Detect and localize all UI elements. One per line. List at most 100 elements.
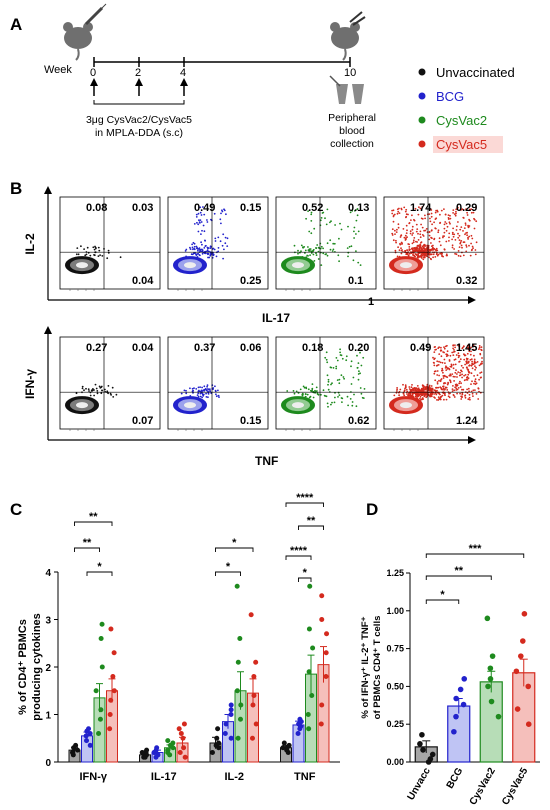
data-point: [280, 745, 286, 751]
event-dot: [195, 216, 198, 218]
event-dot: [448, 396, 451, 399]
event-dot: [455, 253, 458, 256]
x-tick-label: IL-2: [224, 771, 244, 783]
event-dot: [347, 225, 349, 228]
legend-marker: [418, 116, 426, 124]
event-dot: [405, 208, 408, 211]
event-dot: [413, 387, 416, 390]
data-point: [176, 726, 182, 732]
event-dot: [92, 246, 95, 249]
event-dot: [428, 234, 431, 237]
event-dot: [472, 395, 474, 397]
event-dot: [203, 213, 206, 216]
event-dot: [311, 387, 314, 390]
event-dot: [195, 388, 198, 390]
event-dot: [442, 385, 445, 388]
event-dot: [459, 392, 461, 395]
significance-bracket: [298, 525, 324, 530]
event-dot: [222, 257, 225, 260]
event-dot: [444, 394, 446, 397]
event-dot: [462, 241, 465, 244]
event-dot: [454, 214, 457, 217]
event-dot: [100, 386, 103, 389]
event-dot: [457, 250, 460, 252]
event-dot: [420, 394, 423, 396]
event-dot: [212, 254, 215, 257]
event-dot: [470, 358, 473, 361]
data-point: [111, 650, 117, 656]
event-dot: [405, 224, 408, 227]
event-dot: [332, 248, 335, 251]
event-dot: [433, 238, 435, 241]
event-dot: [404, 385, 407, 388]
event-dot: [461, 208, 464, 211]
event-dot: [394, 229, 396, 232]
significance-label: **: [89, 511, 98, 523]
event-dot: [436, 252, 438, 255]
event-dot: [224, 236, 227, 239]
event-dot: [436, 254, 439, 257]
event-dot: [410, 219, 412, 222]
event-dot: [421, 206, 424, 208]
event-dot: [474, 378, 477, 381]
event-dot: [452, 363, 455, 366]
data-point: [70, 750, 76, 755]
y-tick-label: 0.00: [386, 757, 404, 767]
event-dot: [99, 254, 101, 256]
event-dot: [468, 396, 471, 399]
data-point: [521, 611, 528, 617]
event-dot: [309, 250, 311, 252]
event-dot: [196, 394, 199, 396]
event-dot: [457, 352, 460, 355]
data-point: [286, 742, 292, 748]
event-dot: [459, 228, 462, 231]
event-dot: [327, 388, 330, 391]
y-tick-label: 4: [45, 568, 51, 579]
event-dot: [449, 214, 451, 217]
event-dot: [345, 359, 348, 362]
event-dot: [337, 396, 339, 398]
plot-frame: [167, 336, 269, 430]
stray-label: 1: [368, 296, 374, 308]
event-dot: [474, 206, 477, 209]
event-dot: [452, 347, 454, 350]
event-dot: [410, 389, 412, 392]
event-dot: [460, 398, 463, 400]
event-dot: [395, 241, 397, 244]
event-dot: [447, 354, 449, 357]
event-dot: [303, 246, 306, 248]
significance-bracket: [74, 547, 100, 552]
significance-bracket: [86, 571, 113, 576]
event-dot: [443, 231, 446, 234]
event-dot: [420, 223, 422, 226]
event-dot: [315, 247, 317, 249]
event-dot: [203, 385, 206, 388]
data-point: [419, 731, 425, 738]
data-point: [73, 742, 79, 748]
event-dot: [433, 358, 436, 361]
event-dot: [453, 248, 455, 250]
event-dot: [334, 396, 336, 399]
event-dot: [355, 219, 358, 222]
event-dot: [435, 364, 438, 367]
event-dot: [459, 380, 461, 383]
event-dot: [442, 255, 444, 258]
data-point: [151, 750, 157, 755]
event-dot: [326, 374, 329, 377]
event-dot: [462, 388, 465, 391]
event-dot: [197, 223, 200, 226]
event-dot: [466, 368, 469, 370]
event-dot: [304, 249, 307, 252]
event-dot: [423, 254, 425, 256]
event-dot: [475, 220, 478, 223]
event-dot: [471, 392, 474, 395]
event-dot: [423, 393, 426, 396]
y-axis-label: IL-2: [23, 233, 37, 255]
event-dot: [431, 388, 434, 391]
event-dot: [421, 384, 424, 386]
y-tick-label: 1: [45, 711, 51, 722]
event-dot: [213, 212, 216, 215]
event-dot: [430, 242, 432, 244]
event-dot: [353, 237, 355, 239]
event-dot: [424, 386, 427, 388]
